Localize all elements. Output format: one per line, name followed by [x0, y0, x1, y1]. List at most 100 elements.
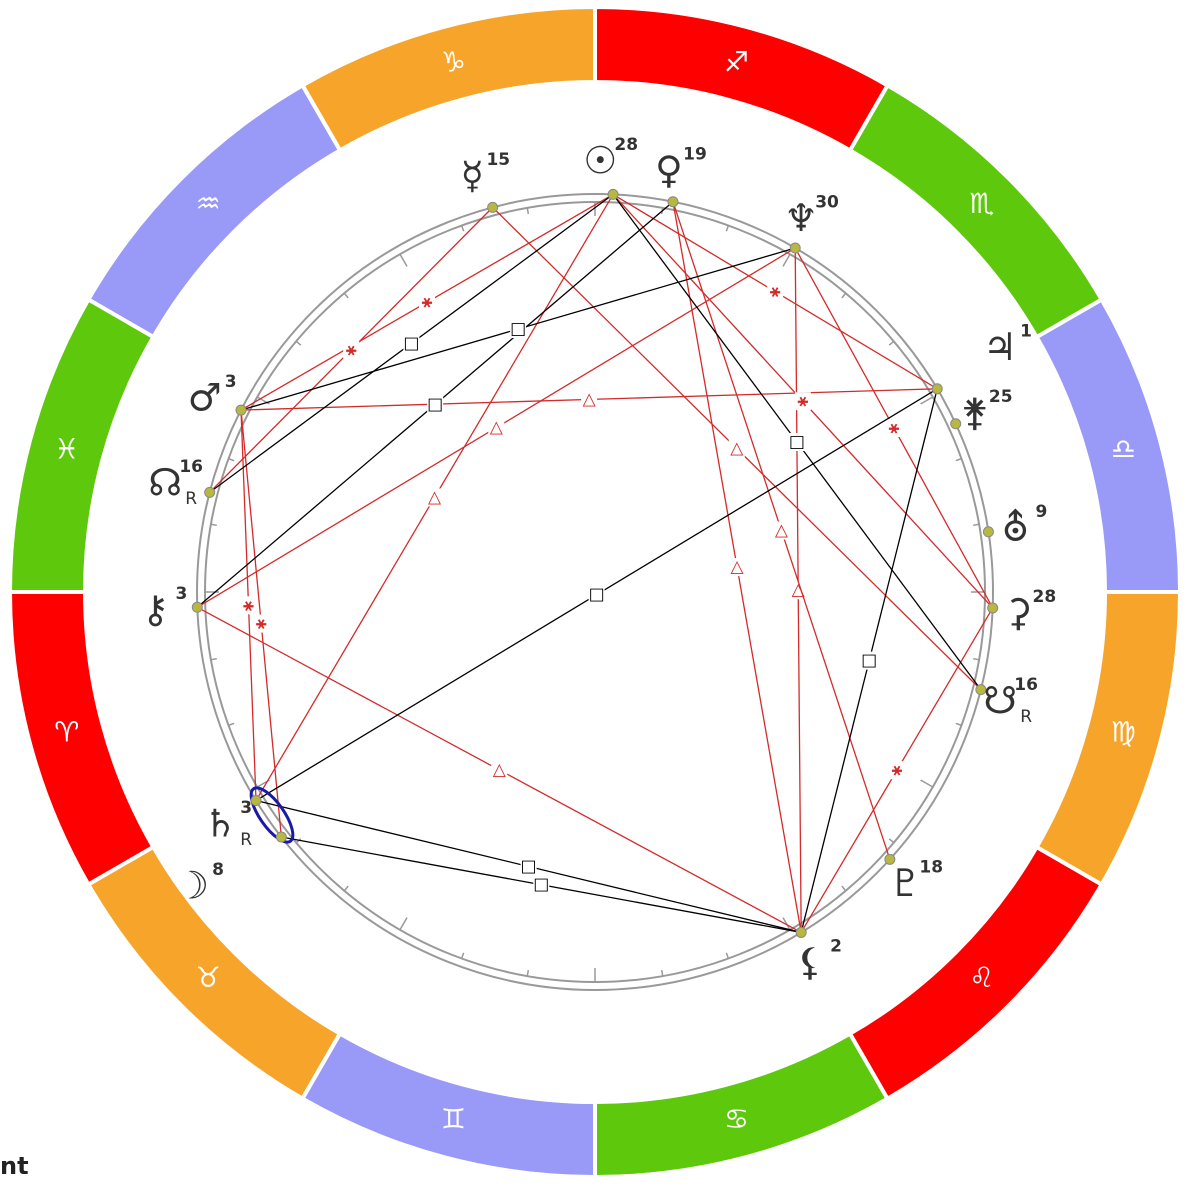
aspect-symbol: ⚹	[798, 391, 809, 411]
aspect-bg	[491, 760, 508, 779]
aspect-symbol: ⚹	[422, 292, 433, 312]
planet-dot	[975, 684, 987, 696]
tick	[399, 253, 408, 267]
sign-glyph: ♌	[969, 961, 994, 994]
tick	[973, 523, 980, 527]
planet-glyph: ♂	[188, 375, 222, 419]
aspect-bg	[861, 651, 878, 670]
aspect-symbol: □	[589, 585, 605, 605]
aspect-symbol: ⚹	[243, 595, 254, 615]
planet-glyph: ⚷	[142, 587, 170, 631]
aspect-bg	[253, 614, 270, 633]
sign-glyph: ♈	[54, 716, 79, 749]
planet-degree: 2	[830, 936, 842, 956]
aspect-symbol: ⚹	[346, 340, 357, 360]
aspect-symbol: △	[583, 389, 597, 409]
tick	[460, 952, 465, 959]
sign-glyph: ♓	[54, 432, 79, 465]
planet-glyph: ♆	[784, 196, 818, 240]
aspect-bg	[520, 857, 537, 876]
aspect-symbol: □	[427, 394, 443, 414]
tick	[782, 917, 791, 931]
planet-degree: 8	[212, 860, 224, 880]
planet-degree: 16	[1014, 675, 1038, 695]
planet-dot	[884, 853, 896, 865]
aspect-bg	[240, 596, 257, 615]
planet-glyph: ♀	[655, 148, 683, 192]
aspect-symbol: □	[861, 651, 877, 671]
tick	[210, 657, 217, 661]
retrograde-mark: R	[1020, 707, 1032, 727]
aspect-bg	[426, 488, 443, 507]
tick	[888, 340, 895, 346]
aspect-bg	[588, 585, 605, 604]
planet-glyph: ☽	[175, 864, 209, 908]
tick	[725, 952, 730, 959]
tick	[343, 885, 349, 892]
sign-segment	[7, 296, 157, 594]
planet-dot	[235, 404, 247, 416]
planet-glyph: ⚳	[1004, 590, 1032, 634]
planet-glyph: ♇	[888, 861, 922, 905]
aspect-bg	[403, 334, 420, 353]
sign-segment	[1033, 296, 1183, 594]
tick	[343, 292, 349, 299]
aspect-symbol: □	[403, 333, 419, 353]
aspect-symbol: △	[730, 439, 744, 459]
planet-degree: 16	[179, 457, 203, 477]
sign-segment	[1033, 590, 1183, 888]
sign-glyph: ♉	[196, 961, 221, 994]
planet-degree: 3	[240, 798, 252, 818]
aspect-bg	[888, 761, 905, 780]
sign-glyph: ♏	[969, 187, 994, 220]
tick	[920, 779, 934, 788]
planet-dot	[982, 526, 994, 538]
planet-degree: 25	[989, 387, 1013, 407]
aspect-bg	[419, 293, 436, 312]
sign-glyph: ♊	[441, 1102, 466, 1135]
retrograde-mark: R	[185, 489, 197, 509]
aspect-bg	[427, 395, 444, 414]
planet-glyph: ☉	[583, 139, 617, 183]
tick	[973, 657, 980, 661]
aspect-bg	[728, 439, 745, 458]
tick	[210, 523, 217, 527]
sign-segment	[593, 4, 891, 154]
tick	[399, 917, 408, 931]
planet-dot	[931, 383, 943, 395]
aspect-symbol: ⚹	[892, 760, 903, 780]
tick	[725, 225, 730, 232]
tick	[295, 340, 302, 346]
retrograde-mark: R	[240, 830, 252, 850]
planet-glyph: ♃	[983, 325, 1017, 369]
tick	[526, 970, 530, 977]
tick	[841, 292, 847, 299]
planet-glyph: ⚵	[961, 390, 989, 434]
planet-dot	[950, 418, 962, 430]
planet-dot	[250, 795, 262, 807]
tick	[955, 457, 962, 462]
aspect-symbol: □	[510, 319, 526, 339]
sign-glyph: ♍	[1111, 716, 1136, 749]
planet-dot	[607, 188, 619, 200]
planet-glyph: ⚸	[796, 940, 824, 984]
aspect-symbol: □	[789, 432, 805, 452]
planet-degree: 19	[683, 144, 707, 164]
planet-glyph: ☿	[461, 153, 484, 197]
sign-glyph: ♒	[196, 187, 221, 220]
sign-glyph: ♎	[1111, 432, 1136, 465]
aspect-symbol: △	[428, 487, 442, 507]
aspect-symbol: ⚹	[889, 418, 900, 438]
aspect-bg	[533, 875, 550, 894]
tick	[888, 838, 895, 844]
aspect-symbol: ⚹	[256, 614, 267, 634]
tick	[955, 722, 962, 727]
aspect-bg	[885, 418, 902, 437]
planet-degree: 3	[225, 372, 237, 392]
sign-glyph: ♑	[441, 46, 466, 79]
tick	[841, 885, 847, 892]
conjunction-ellipse	[249, 786, 295, 844]
aspect-bg	[343, 340, 360, 359]
tick	[228, 722, 235, 727]
planet-dot	[191, 601, 203, 613]
